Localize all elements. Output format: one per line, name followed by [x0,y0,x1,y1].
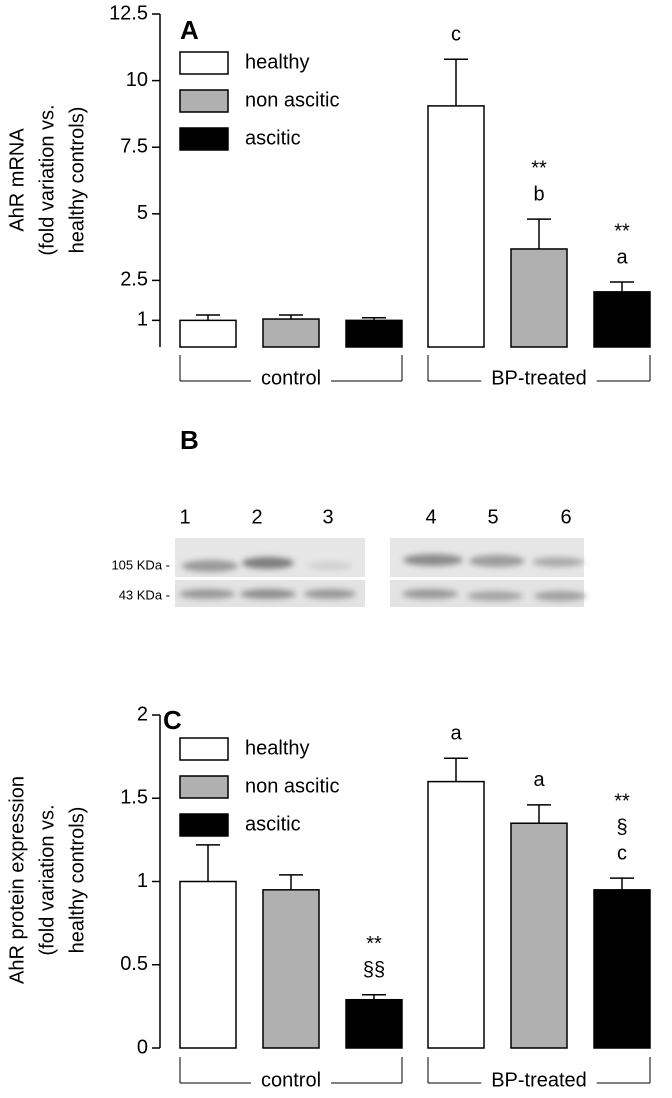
y-tick-label: 12.5 [109,2,148,24]
legend-label: healthy [245,737,310,759]
significance-label: ** [614,220,630,242]
bar [510,248,568,348]
y-tick-label: 1 [137,309,148,331]
y-axis-label: (fold variation vs. [36,104,58,255]
band [467,591,523,601]
bar [345,319,403,348]
legend-swatch [179,51,229,75]
y-tick-label: 2.5 [120,269,148,291]
significance-label: c [617,842,627,864]
group-label: BP-treated [491,1069,587,1091]
bar [510,822,568,1049]
lane-label: 2 [251,506,262,528]
band [242,557,294,569]
legend-swatch [179,89,229,113]
marker-label: 105 KDa - [111,557,170,572]
panel-letter: A [180,15,199,45]
y-axis-label: healthy controls) [66,107,88,254]
panel-letter: C [163,705,182,735]
bar [593,291,651,348]
significance-label: §§ [363,959,385,981]
bar [593,889,651,1049]
legend-label: non ascitic [245,89,340,111]
significance-label: a [450,723,462,745]
y-axis-label: (fold variation vs. [36,804,58,955]
y-axis-label: AhR protein expression [6,776,28,984]
band [534,591,586,601]
lane-label: 5 [487,506,498,528]
panel-letter: B [180,425,199,455]
lane-label: 6 [560,506,571,528]
bar [427,780,485,1049]
bar [262,318,320,348]
bar [427,105,485,348]
band [403,554,463,566]
y-axis-label: AhR mRNA [6,128,28,232]
band [469,555,525,567]
y-tick-label: 2 [137,703,148,725]
legend-label: ascitic [245,127,301,149]
y-axis-label: healthy controls) [66,807,88,954]
y-tick-label: 0 [137,1036,148,1058]
significance-label: a [533,769,545,791]
band [179,589,235,599]
bar [179,319,237,348]
significance-label: § [616,816,627,838]
western-blot: B 105 KDa - 43 KDa - [111,425,586,607]
group-label: control [261,367,321,389]
legend-label: ascitic [245,813,301,835]
y-tick-label: 5 [137,202,148,224]
legend-swatch [179,775,229,799]
band [402,589,458,599]
band [182,560,238,572]
y-tick-label: 0.5 [120,953,148,975]
significance-label: a [616,246,628,268]
lane-label: 1 [179,506,190,528]
significance-label: ** [531,157,547,179]
band [308,562,352,570]
band [304,589,356,599]
legend-swatch [179,127,229,151]
group-label: control [261,1069,321,1091]
y-tick-label: 7.5 [120,135,148,157]
bands [179,554,586,601]
bar [262,889,320,1049]
legend-label: healthy [245,51,310,73]
significance-label: ** [366,933,382,955]
significance-label: c [451,24,461,46]
band [532,557,584,567]
legend-swatch [179,737,229,761]
y-tick-label: 1 [137,870,148,892]
legend-label: non ascitic [245,775,340,797]
legend-swatch [179,813,229,837]
lane-label: 3 [322,506,333,528]
significance-label: ** [614,790,630,812]
bar [179,880,237,1049]
band [240,589,296,599]
marker-label: 43 KDa - [119,587,170,602]
y-tick-label: 1.5 [120,787,148,809]
group-label: BP-treated [491,367,587,389]
significance-label: b [533,183,544,205]
bar [345,998,403,1049]
y-tick-label: 10 [126,69,148,91]
lane-label: 4 [425,506,436,528]
